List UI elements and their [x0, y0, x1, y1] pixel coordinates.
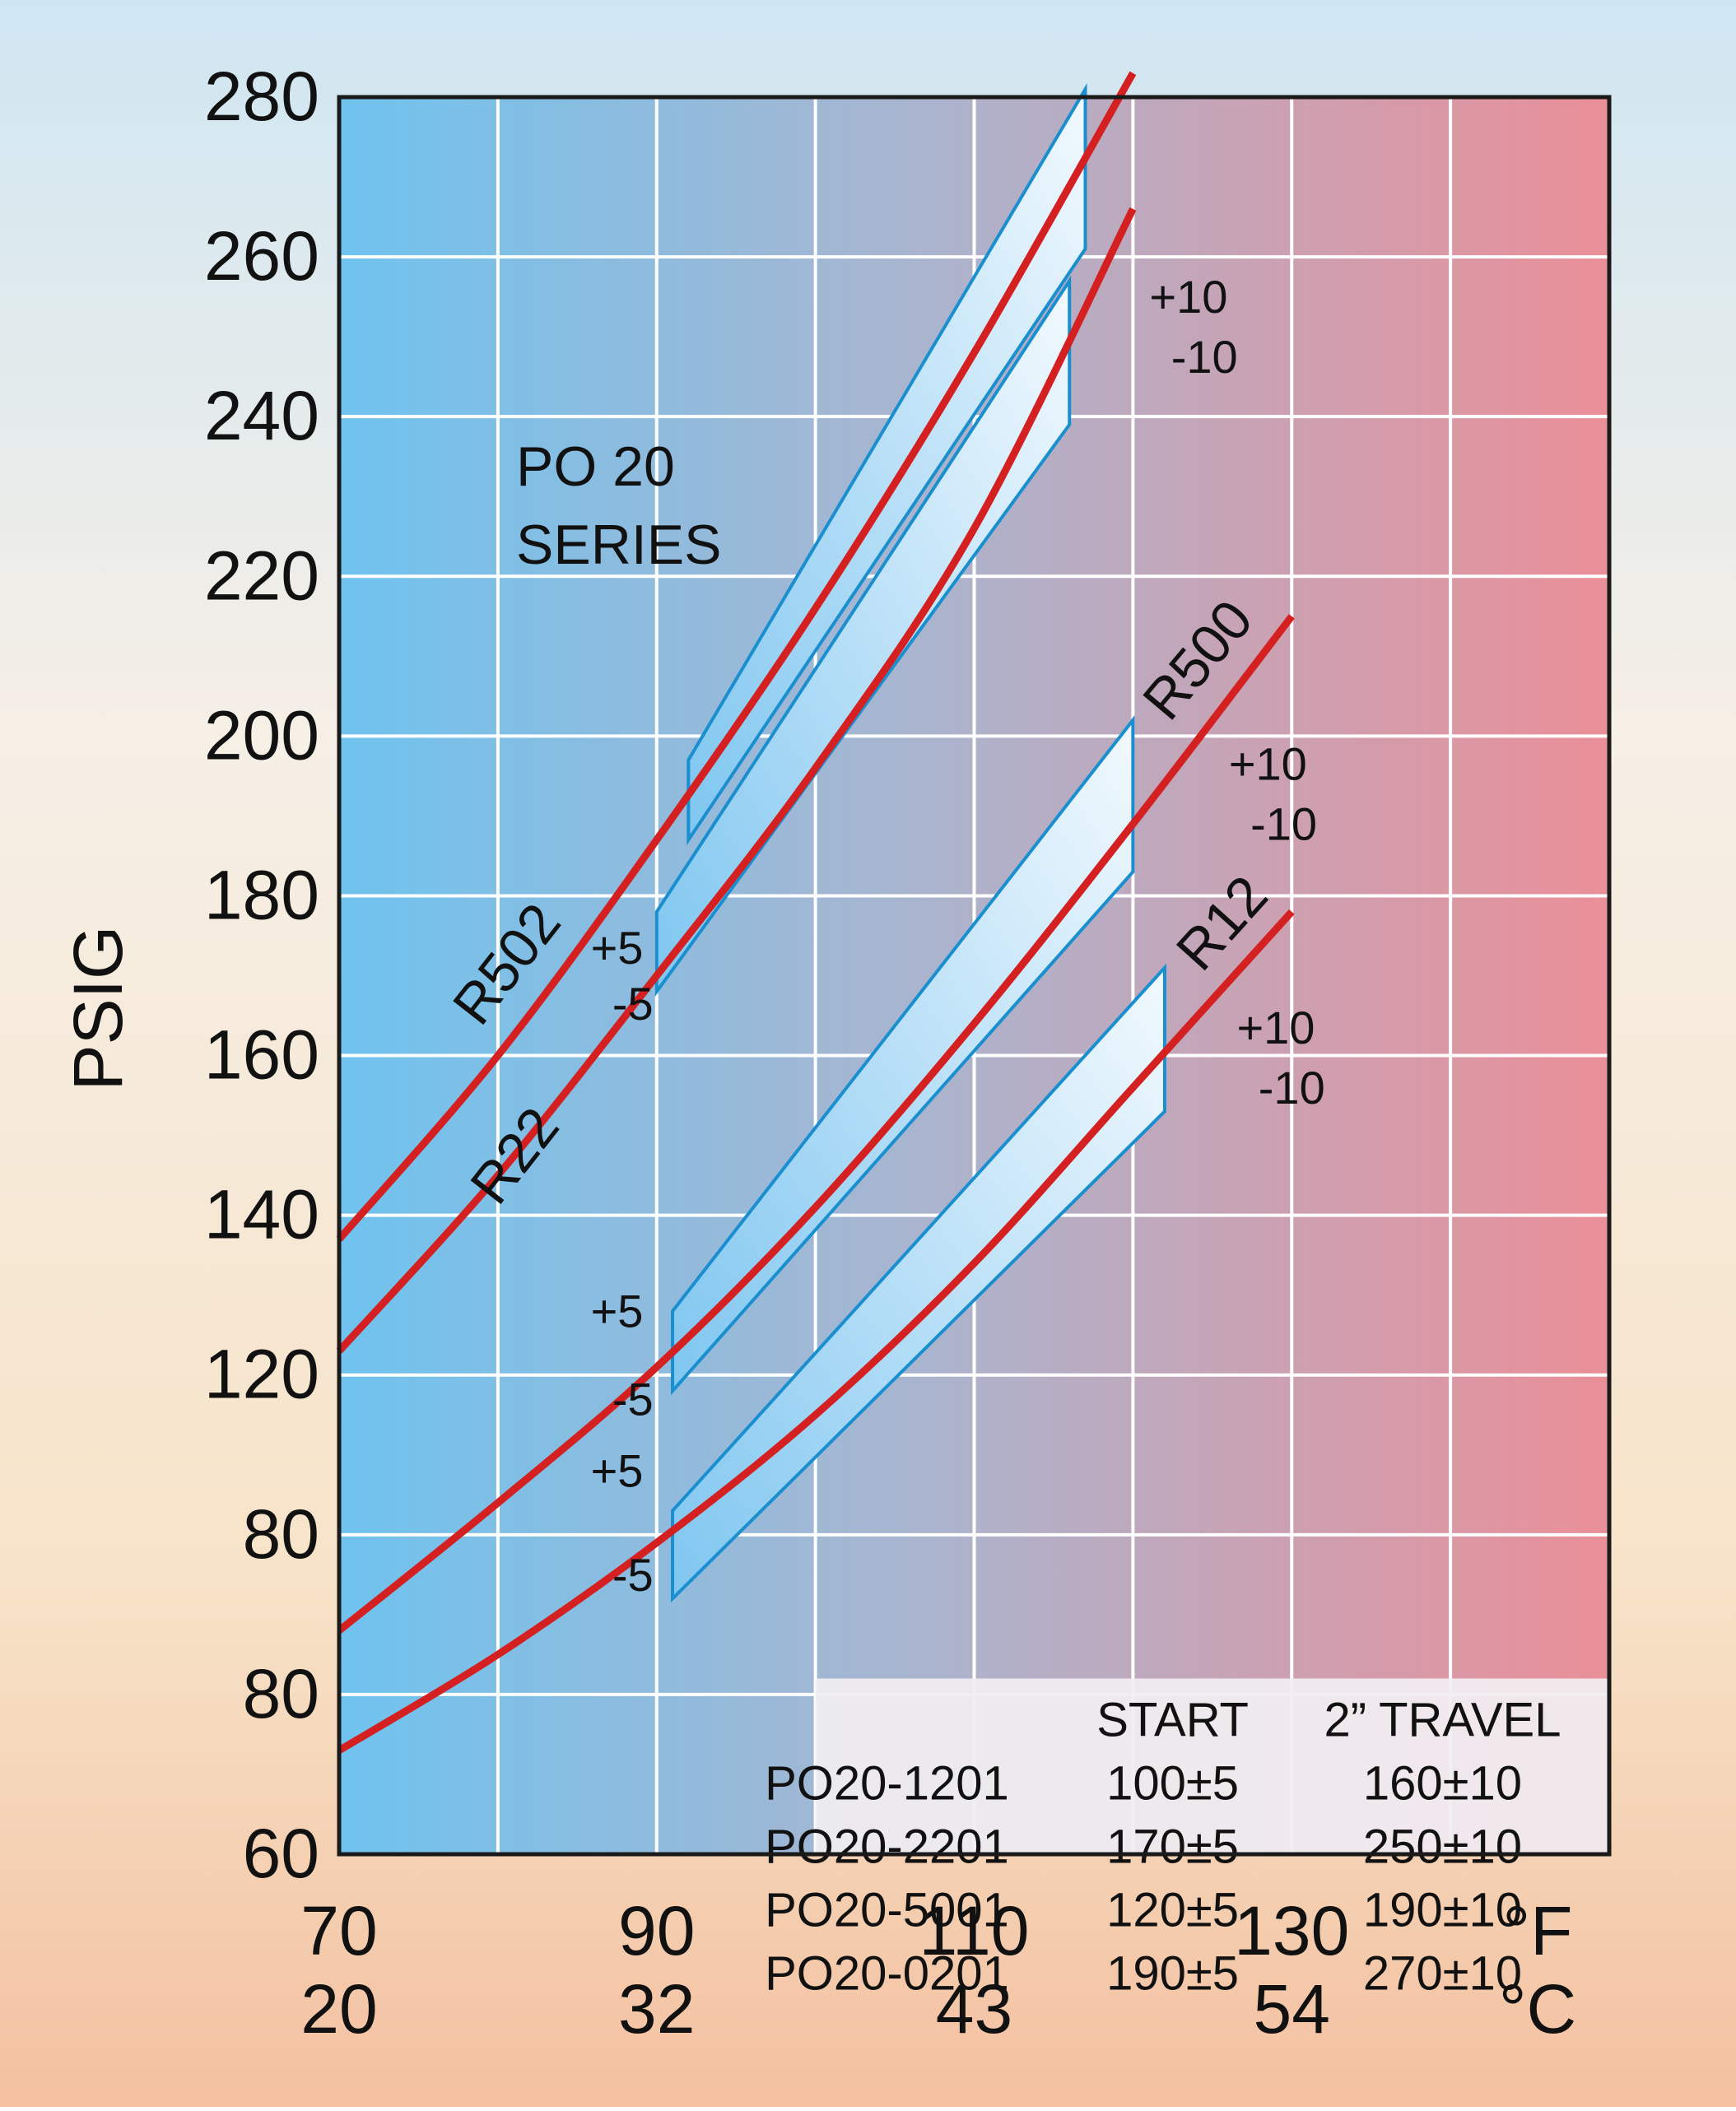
curve-r22	[336, 207, 1137, 1354]
tolerance-annotation: -10	[1259, 1062, 1325, 1114]
y-axis-label: PSIG	[59, 926, 137, 1091]
x-tick-label-c: 43	[936, 1970, 1012, 2048]
tolerance-annotation: -10	[1250, 798, 1317, 850]
tolerance-annotation: +10	[1149, 271, 1227, 323]
table-cell: 100±5	[1106, 1757, 1239, 1811]
table-background	[815, 1678, 1609, 1854]
x-tick-label-f: 110	[919, 1892, 1030, 1969]
x-tick-label-f: 70	[300, 1892, 377, 1969]
table-cell: 120±5	[1106, 1884, 1239, 1937]
table-cell: 270±10	[1363, 1947, 1522, 2001]
x-axis-unit-celsius: °C	[1499, 1970, 1576, 2048]
curve-r500	[337, 614, 1295, 1634]
y-tick-label: 60	[243, 1815, 319, 1892]
chart-subtitle: SERIES	[516, 514, 721, 576]
y-tick-label: 160	[204, 1016, 319, 1094]
y-axis-ticks: 280 260 240 220 200 180 160 140 120 80 80 60	[204, 58, 319, 1892]
curve-r502	[336, 71, 1137, 1242]
y-tick-label: 200	[204, 696, 319, 774]
chart-title: PO 20	[516, 435, 675, 498]
table-header-start: START	[1096, 1694, 1249, 1747]
y-tick-label: 80	[243, 1495, 319, 1573]
table-cell: 160±10	[1363, 1757, 1522, 1811]
curve-r12	[337, 909, 1295, 1754]
tolerance-band-3	[671, 715, 1135, 1396]
tolerance-annotation: +10	[1236, 1002, 1315, 1053]
table-cell: PO20-1201	[765, 1757, 1009, 1811]
x-tick-label-f: 90	[618, 1892, 695, 1969]
tolerance-annotation: +5	[591, 1445, 644, 1497]
y-tick-label: 140	[204, 1176, 319, 1253]
table-cell: PO20-5001	[765, 1884, 1009, 1937]
x-tick-label-f: 130	[1234, 1892, 1349, 1969]
table-cell: PO20-0201	[765, 1947, 1009, 2001]
table-cell: 190±5	[1106, 1947, 1239, 2001]
part-number-table: START 2” TRAVEL PO20-1201 100±5 160±10 PO20-2…	[765, 1678, 1609, 2001]
x-tick-label-c: 32	[618, 1970, 695, 2048]
table-cell: 250±10	[1363, 1820, 1522, 1874]
y-tick-label: 280	[204, 58, 319, 135]
plot-border	[337, 95, 1612, 1857]
tolerance-annotation: -5	[612, 1549, 654, 1601]
y-tick-label: 240	[204, 377, 319, 454]
tolerance-annotations: +10-10+10-10+10-10+5-5+5-5+5-5	[591, 271, 1325, 1601]
tolerance-annotation: +5	[591, 1286, 644, 1337]
tolerance-annotation: -5	[612, 1373, 654, 1425]
y-tick-label: 120	[204, 1336, 319, 1413]
table-header-travel: 2” TRAVEL	[1324, 1694, 1561, 1747]
x-tick-label-c: 54	[1254, 1970, 1330, 2048]
x-tick-label-c: 20	[300, 1970, 377, 2048]
table-cell: PO20-2201	[765, 1820, 1009, 1874]
y-tick-label: 260	[204, 217, 319, 295]
y-tick-label: 180	[204, 856, 319, 933]
table-cell: 190±10	[1363, 1884, 1522, 1937]
tolerance-annotation: +5	[591, 922, 644, 974]
y-tick-label: 80	[243, 1655, 319, 1732]
y-tick-label: 220	[204, 537, 319, 614]
tolerance-annotation: -5	[612, 978, 654, 1030]
x-axis-unit-fahrenheit: °F	[1503, 1892, 1573, 1969]
refrigerant-curves	[336, 71, 1295, 1754]
tolerance-band-4	[671, 963, 1166, 1603]
tolerance-annotation: +10	[1229, 738, 1307, 790]
tolerance-annotation: -10	[1171, 331, 1238, 383]
tolerance-band-2	[654, 275, 1072, 997]
table-cell: 170±5	[1106, 1820, 1239, 1874]
